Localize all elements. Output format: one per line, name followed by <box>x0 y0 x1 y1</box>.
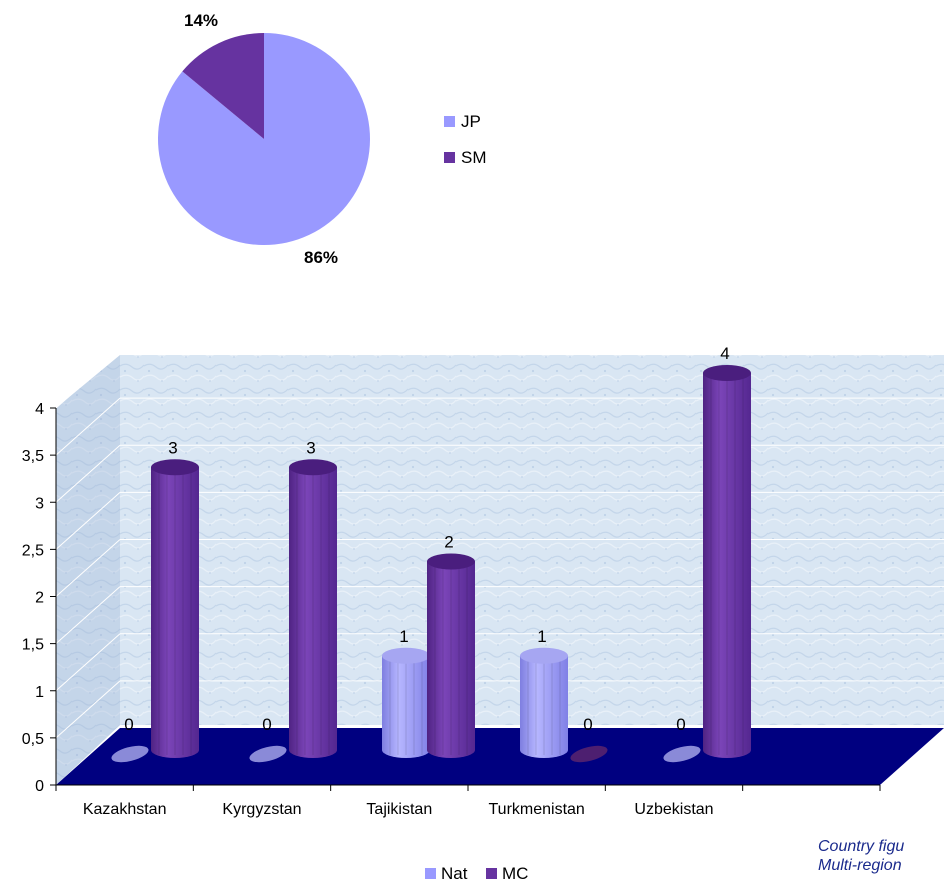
bar-uzbekistan-mc <box>703 373 751 758</box>
bar-tajikistan-nat-top <box>382 647 430 664</box>
legend-label-mc: MC <box>502 864 528 883</box>
bar-tajikistan-mc <box>427 561 475 758</box>
bar-kazakhstan-mc-top <box>151 459 199 476</box>
bar-tajikistan-mc-label: 2 <box>444 533 453 552</box>
y-tick-label: 3,5 <box>22 448 44 465</box>
pie-legend: JP SM <box>444 112 487 167</box>
bar-tajikistan-nat-label: 1 <box>399 627 408 646</box>
bar-tajikistan-mc-top <box>427 553 475 570</box>
side-wall <box>56 355 120 785</box>
gridline-side <box>55 633 121 692</box>
gridline-side <box>55 350 121 409</box>
x-axis: Kazakhstan Kyrgyzstan Tajikistan Turkmenist… <box>55 784 881 818</box>
bar-kazakhstan-nat-label: 0 <box>124 715 133 734</box>
bar-kyrgyzstan-mc-top <box>289 459 337 476</box>
gridlines <box>55 350 944 739</box>
gridline-side <box>55 492 121 550</box>
bar-kazakhstan-mc-label: 3 <box>168 438 177 457</box>
legend-swatch-sm <box>444 152 455 163</box>
gridline-side <box>55 444 121 503</box>
gridline-side <box>55 586 121 644</box>
y-tick-label: 1,5 <box>22 637 44 654</box>
gridline-side <box>55 680 121 739</box>
y-axis: 0 0,5 1 1,5 2 2,5 3 3,5 4 <box>22 401 57 795</box>
y-tick-label: 0,5 <box>22 731 44 748</box>
pie-slice-sm <box>182 33 264 139</box>
bars: 0 3 0 3 1 2 1 0 0 4 <box>111 344 751 763</box>
pie-label-sm: 14% <box>184 11 218 30</box>
bar-kyrgyzstan-mc <box>289 467 337 758</box>
bar-kyrgyzstan-nat-label: 0 <box>262 715 271 734</box>
x-tick-label: Turkmenistan <box>489 801 585 818</box>
legend-label-sm: SM <box>461 148 487 167</box>
footnote-line-2: Multi-region <box>818 857 902 874</box>
y-tick-label: 2 <box>35 590 44 607</box>
legend-swatch-mc <box>486 868 497 879</box>
bar-kyrgyzstan-nat <box>249 745 287 763</box>
gridline-side <box>55 397 121 456</box>
y-tick-label: 4 <box>35 401 44 418</box>
bar-kazakhstan-nat <box>111 745 149 763</box>
legend-label-nat: Nat <box>441 864 468 883</box>
bar-uzbekistan-nat-label: 0 <box>676 715 685 734</box>
legend-swatch-nat <box>425 868 436 879</box>
bar-kyrgyzstan-mc-label: 3 <box>306 438 315 457</box>
legend-swatch-jp <box>444 116 455 127</box>
x-tick-label: Uzbekistan <box>634 801 713 818</box>
bar-turkmenistan-nat <box>520 655 568 758</box>
y-tick-label: 2,5 <box>22 542 44 559</box>
bar-legend: Nat MC <box>425 864 528 883</box>
gridline-side <box>55 539 121 597</box>
footnote: Country figu Multi-region <box>818 837 904 875</box>
bar-uzbekistan-mc-label: 4 <box>720 344 729 363</box>
bar-chart: 0 0,5 1 1,5 2 2,5 3 3,5 4 Kazakhstan Kyrgyzstan Ta… <box>22 344 944 818</box>
y-tick-label: 3 <box>35 495 44 512</box>
x-tick-label: Kyrgyzstan <box>222 801 301 818</box>
bar-uzbekistan-nat <box>663 745 701 763</box>
bar-turkmenistan-mc-label: 0 <box>583 715 592 734</box>
pie-label-jp: 86% <box>304 248 338 267</box>
bar-turkmenistan-nat-label: 1 <box>537 627 546 646</box>
y-tick-label: 0 <box>35 778 44 795</box>
x-tick-label: Tajikistan <box>366 801 432 818</box>
bar-tajikistan-nat <box>382 655 430 758</box>
x-tick-label: Kazakhstan <box>83 801 167 818</box>
footnote-line-1: Country figu <box>818 838 905 855</box>
y-tick-label: 1 <box>35 684 44 701</box>
side-wall-shade <box>56 355 120 785</box>
legend-label-jp: JP <box>461 112 481 131</box>
bar-turkmenistan-nat-top <box>520 647 568 664</box>
bar-uzbekistan-mc-top <box>703 365 751 381</box>
pie-chart <box>157 33 371 245</box>
bar-turkmenistan-mc <box>570 745 608 763</box>
bar-kazakhstan-mc <box>151 467 199 758</box>
